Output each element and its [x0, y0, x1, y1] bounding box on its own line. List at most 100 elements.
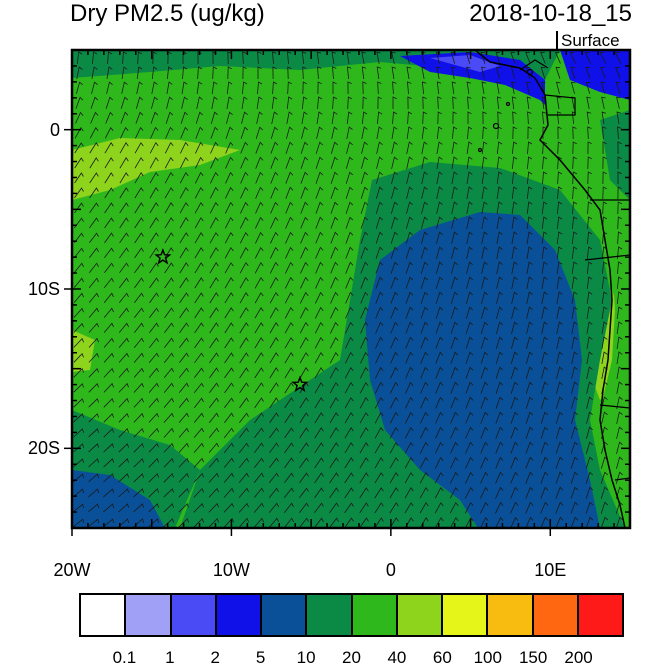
- wind-barb: [179, 337, 189, 349]
- wind-barb: [377, 111, 383, 125]
- wind-barb: [283, 502, 294, 513]
- wind-barb: [164, 337, 174, 349]
- wind-barb: [240, 126, 249, 139]
- wind-barb: [600, 486, 609, 499]
- wind-barb: [238, 457, 249, 468]
- wind-barb: [344, 397, 354, 409]
- wind-barb: [389, 426, 399, 439]
- wind-barb: [224, 277, 234, 289]
- wind-barb: [465, 411, 474, 424]
- wind-barb: [272, 66, 277, 80]
- wind-barb: [375, 321, 384, 334]
- wind-barb: [542, 171, 548, 185]
- wind-barb: [239, 292, 249, 304]
- wind-barb: [193, 442, 204, 453]
- colorbar-label: 60: [432, 648, 452, 667]
- wind-barb: [450, 441, 459, 454]
- wind-barb: [555, 441, 564, 454]
- wind-barb: [466, 156, 473, 169]
- wind-barb: [449, 471, 459, 484]
- wind-barb: [602, 141, 607, 154]
- wind-barb: [466, 186, 473, 199]
- wind-barb: [617, 126, 622, 140]
- wind-barb: [163, 503, 174, 513]
- wind-barb: [283, 517, 294, 528]
- wind-barb: [330, 276, 339, 289]
- wind-barb: [227, 51, 232, 65]
- wind-barb: [347, 96, 353, 110]
- wind-barb: [330, 246, 339, 259]
- wind-barb: [224, 307, 234, 319]
- wind-barb: [195, 141, 204, 154]
- wind-barb: [314, 306, 324, 319]
- wind-barb: [300, 141, 309, 154]
- wind-barb: [601, 441, 608, 454]
- wind-barb: [495, 51, 501, 64]
- wind-barb: [435, 261, 443, 274]
- wind-barb: [163, 488, 174, 498]
- wind-barb: [224, 246, 234, 259]
- wind-barb: [345, 201, 354, 214]
- wind-barb: [525, 66, 531, 79]
- wind-barb: [421, 186, 428, 199]
- wind-barb: [317, 66, 322, 80]
- wind-barb: [615, 516, 624, 528]
- wind-barb: [450, 396, 459, 409]
- wind-barb: [118, 473, 130, 483]
- wind-barb: [587, 141, 592, 155]
- wind-barb: [466, 231, 473, 244]
- wind-barb: [586, 396, 593, 409]
- level-label: Surface: [556, 31, 620, 51]
- wind-barb: [435, 381, 444, 394]
- wind-barb: [239, 322, 249, 334]
- wind-barb: [511, 186, 518, 199]
- wind-barb: [73, 337, 84, 348]
- wind-barb: [118, 518, 130, 528]
- wind-barb: [616, 426, 623, 439]
- wind-barb: [404, 426, 414, 439]
- wind-barb: [435, 411, 444, 424]
- island: [492, 122, 500, 130]
- wind-barb: [120, 126, 129, 139]
- wind-barb: [347, 81, 352, 95]
- country-borders: [519, 59, 630, 481]
- wind-barb: [285, 216, 294, 229]
- wind-barb: [389, 457, 399, 469]
- wind-barb: [345, 261, 354, 274]
- wind-barb: [283, 487, 294, 499]
- wind-barb: [103, 367, 114, 378]
- wind-barb: [226, 96, 233, 109]
- wind-barb: [480, 471, 489, 484]
- wind-barb: [586, 321, 593, 334]
- wind-barb: [195, 111, 203, 124]
- wind-barb: [284, 367, 294, 379]
- wind-barb: [179, 322, 189, 334]
- wind-barb: [390, 291, 399, 304]
- wind-barb: [377, 96, 382, 110]
- wind-barb: [391, 141, 398, 154]
- wind-barb: [602, 186, 607, 200]
- wind-barb: [495, 381, 504, 394]
- wind-barb: [389, 411, 399, 424]
- wind-barb: [404, 487, 414, 499]
- wind-barb: [179, 352, 189, 364]
- wind-barb: [208, 442, 219, 453]
- wind-barb: [345, 336, 354, 349]
- wind-barb: [525, 366, 533, 379]
- wind-barb: [106, 81, 113, 94]
- wind-barb: [329, 442, 339, 454]
- wind-barb: [255, 201, 264, 214]
- wind-barb: [541, 276, 548, 289]
- wind-barb: [389, 472, 399, 484]
- wind-barb: [270, 171, 279, 184]
- wind-barb: [239, 382, 249, 394]
- wind-barb: [601, 351, 608, 364]
- wind-barb: [525, 516, 534, 528]
- wind-barb: [525, 456, 534, 469]
- wind-barb: [359, 427, 369, 439]
- wind-barb: [572, 141, 577, 155]
- wind-barb: [375, 366, 384, 379]
- wind-barb: [466, 246, 473, 259]
- wind-barb: [556, 96, 561, 109]
- lon-label: 0: [385, 560, 396, 580]
